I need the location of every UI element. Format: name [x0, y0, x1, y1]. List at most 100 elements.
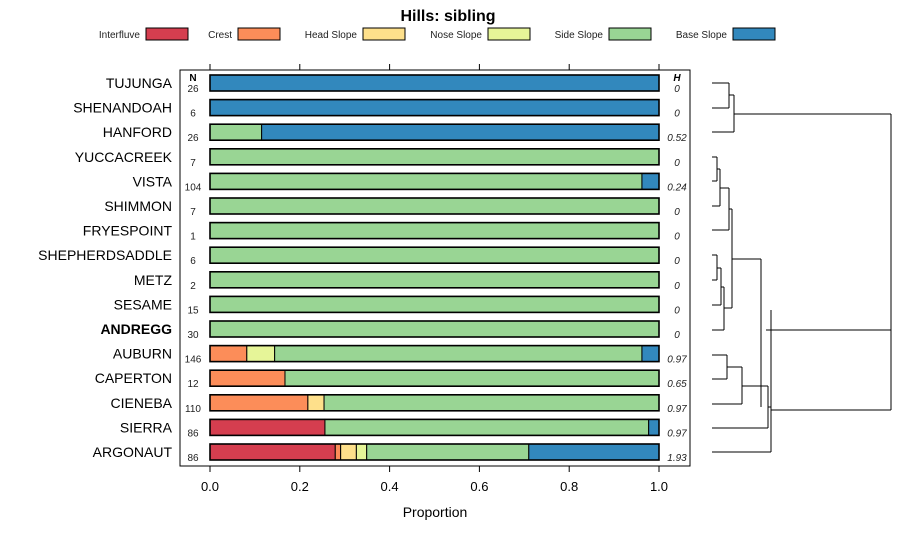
- h-value-metz: 0: [674, 281, 680, 292]
- bar-auburn-nose-slope: [246, 345, 276, 363]
- bar-outline-shimmon: [209, 197, 660, 215]
- h-value-caperton: 0.65: [667, 379, 687, 390]
- x-axis-label: Proportion: [403, 504, 468, 520]
- n-value-vista: 104: [185, 182, 202, 193]
- n-value-sierra: 86: [187, 428, 199, 439]
- x-tick-label-2: 0.4: [381, 479, 399, 494]
- row-label-fryespoint: FRYESPOINT: [83, 223, 173, 239]
- x-tick-label-5: 1.0: [650, 479, 668, 494]
- bar-outline-yuccacreek: [209, 148, 660, 166]
- bar-caperton-crest: [209, 369, 286, 387]
- legend-label-5: Base Slope: [676, 30, 728, 41]
- legend-label-1: Crest: [208, 30, 232, 41]
- bar-argonaut-base-slope: [528, 443, 660, 461]
- n-value-hanford: 26: [187, 133, 199, 144]
- h-value-argonaut: 1.93: [667, 453, 687, 464]
- h-value-auburn: 0.97: [667, 355, 687, 366]
- legend-label-0: Interfluve: [99, 30, 141, 41]
- bar-outline-shepherdsaddle: [209, 246, 660, 264]
- legend-swatch-5: [732, 27, 776, 41]
- bar-shepherdsaddle-side-slope: [209, 246, 660, 264]
- n-values: 26 6 26 7 104 7 1 6 2 15 30 146 12 110 86 86: [185, 84, 202, 464]
- n-value-shepherdsaddle: 6: [190, 256, 196, 267]
- bar-caperton-side-slope: [284, 369, 660, 387]
- bar-shimmon-side-slope: [209, 197, 660, 215]
- row-label-argonaut: ARGONAUT: [93, 444, 173, 460]
- bar-outline-sesame: [209, 295, 660, 314]
- bar-auburn-side-slope: [274, 345, 643, 363]
- legend-swatch-2: [362, 27, 406, 41]
- bar-vista-base-slope: [641, 172, 660, 190]
- bar-outline-fryespoint: [209, 221, 660, 240]
- legend: Interfluve Crest Head Slope Nose Slope Side …: [99, 27, 776, 41]
- row-labels: TUJUNGA SHENANDOAH HANFORD YUCCACREEK VISTA S…: [38, 75, 172, 460]
- legend-swatch-0: [145, 27, 189, 41]
- bar-outline-argonaut: [209, 443, 660, 461]
- bar-sierra-interfluve: [209, 418, 326, 436]
- bar-argonaut-side-slope: [366, 443, 530, 461]
- h-value-fryespoint: 0: [674, 232, 680, 243]
- n-value-fryespoint: 1: [190, 232, 196, 243]
- row-label-cieneba: CIENEBA: [111, 395, 173, 411]
- bar-fryespoint-side-slope: [209, 222, 660, 240]
- legend-label-3: Nose Slope: [430, 30, 482, 41]
- n-value-cieneba: 110: [185, 404, 201, 415]
- n-value-argonaut: 86: [187, 453, 199, 464]
- bar-metz-side-slope: [209, 271, 660, 289]
- plot-frame: [179, 69, 691, 467]
- bar-outline-cieneba: [209, 393, 660, 412]
- bar-outline-sierra: [209, 418, 660, 437]
- bar-argonaut-nose-slope: [355, 443, 368, 461]
- h-column-header: H: [673, 73, 681, 84]
- bar-outline-caperton: [209, 369, 660, 388]
- bar-outline-metz: [209, 270, 660, 289]
- bar-outline-shenandoah: [209, 98, 660, 117]
- row-label-shepherdsaddle: SHEPHERDSADDLE: [38, 247, 172, 263]
- h-value-sesame: 0: [674, 305, 680, 316]
- legend-swatch-3: [487, 27, 531, 41]
- row-label-metz: METZ: [134, 272, 173, 288]
- legend-label-2: Head Slope: [305, 30, 358, 41]
- legend-swatch-4: [608, 27, 652, 41]
- row-label-andregg: ANDREGG: [100, 321, 172, 337]
- n-value-andregg: 30: [187, 330, 199, 341]
- x-tick-label-3: 0.6: [470, 479, 488, 494]
- bar-vista-side-slope: [209, 172, 643, 190]
- dendrogram: [712, 82, 892, 453]
- h-value-sierra: 0.97: [667, 428, 687, 439]
- h-value-shenandoah: 0: [674, 109, 680, 120]
- n-value-caperton: 12: [187, 379, 199, 390]
- bar-hanford-side-slope: [209, 123, 263, 141]
- bar-sesame-side-slope: [209, 295, 660, 313]
- x-tick-label-0: 0.0: [201, 479, 219, 494]
- n-value-yuccacreek: 7: [190, 158, 196, 169]
- bar-tujunga-base-slope: [209, 74, 660, 92]
- chart-title: Hills: sibling: [400, 8, 495, 25]
- h-value-tujunga: 0: [674, 84, 680, 95]
- n-value-auburn: 146: [185, 355, 202, 366]
- x-tick-label-1: 0.2: [291, 479, 309, 494]
- row-label-caperton: CAPERTON: [95, 370, 172, 386]
- h-values: 0 0 0.52 0 0.24 0 0 0 0 0 0 0.97 0.65 0.97 0.97 1.93: [667, 84, 687, 464]
- row-label-sesame: SESAME: [114, 296, 172, 312]
- row-label-auburn: AUBURN: [113, 346, 172, 362]
- row-label-hanford: HANFORD: [103, 124, 172, 140]
- h-value-cieneba: 0.97: [667, 404, 687, 415]
- bar-auburn-crest: [209, 345, 248, 363]
- bar-hanford-base-slope: [261, 123, 660, 141]
- bar-cieneba-side-slope: [323, 394, 660, 412]
- bar-argonaut-crest: [334, 443, 342, 461]
- h-value-shepherdsaddle: 0: [674, 256, 680, 267]
- row-label-sierra: SIERRA: [120, 419, 173, 435]
- n-column-header: N: [189, 73, 196, 84]
- n-value-sesame: 15: [187, 305, 199, 316]
- n-value-tujunga: 26: [187, 84, 199, 95]
- bar-outline-andregg: [209, 320, 660, 338]
- bar-argonaut-head-slope: [340, 443, 357, 461]
- bar-series: [209, 74, 660, 461]
- bar-outline-hanford: [209, 123, 660, 141]
- bar-argonaut-interfluve: [209, 443, 336, 461]
- bar-outline-tujunga: [209, 74, 660, 92]
- row-label-shenandoah: SHENANDOAH: [73, 100, 172, 116]
- bar-cieneba-head-slope: [307, 394, 325, 412]
